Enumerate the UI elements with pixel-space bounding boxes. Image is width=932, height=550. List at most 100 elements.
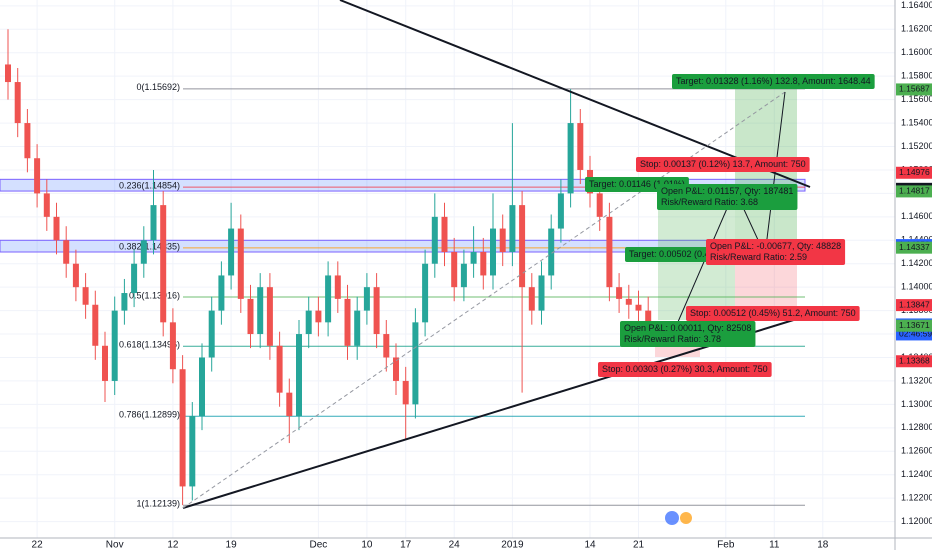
x-tick-label: 12 [167, 540, 179, 550]
icon[interactable] [665, 511, 679, 525]
x-tick-label: Dec [310, 540, 328, 550]
drawings [182, 0, 811, 525]
candles [5, 29, 652, 506]
candle-body [189, 416, 196, 487]
candle-body [470, 252, 477, 264]
candle-body [393, 357, 399, 381]
trend-line [182, 317, 801, 509]
y-tick-label: 1.12000 [901, 516, 932, 526]
annotation-text: Risk/Reward Ratio: 3.78 [624, 334, 721, 344]
x-tick-label: 22 [32, 540, 44, 550]
annotation-box [598, 362, 772, 377]
candle-body [606, 216, 613, 288]
candle-body [305, 310, 312, 335]
price-label: 1.13671 [899, 320, 930, 330]
x-tick-label: 21 [633, 540, 645, 550]
price-label: 1.14976 [899, 167, 930, 177]
candle-body [519, 205, 526, 288]
candle-body [412, 322, 419, 405]
candle-body [169, 322, 176, 370]
annotation-box [706, 239, 846, 265]
candle-body [528, 287, 535, 311]
icon[interactable] [680, 512, 692, 524]
y-tick-label: 1.16400 [901, 0, 932, 10]
price-label-box [896, 166, 932, 179]
candle-body [451, 252, 458, 288]
candle-body [228, 228, 235, 276]
price-label-box [896, 185, 932, 198]
candle-body [344, 298, 351, 346]
annotation-box [625, 247, 730, 262]
annotation-text: Risk/Reward Ratio: 3.68 [661, 197, 758, 207]
fib-label: 0.5(1.13916) [129, 290, 180, 300]
price-label: 1.14337 [899, 242, 930, 252]
price-label-box [896, 83, 932, 96]
x-tick-label: 2019 [501, 540, 524, 550]
candle-body [276, 345, 283, 393]
candle-body [402, 380, 409, 405]
path-line [764, 91, 786, 256]
candle-body [567, 123, 574, 194]
candle-body [557, 193, 564, 229]
x-tick-label: Feb [717, 540, 735, 550]
price-label-box [896, 355, 932, 368]
candle-body [635, 304, 642, 311]
annotation-text: Open P&L: 0.00011, Qty: 82508 [624, 323, 751, 333]
candle-body [315, 310, 322, 323]
candle-body [208, 310, 215, 358]
candle-body [179, 369, 186, 487]
candle-body [296, 334, 302, 417]
y-tick-label: 1.13000 [901, 399, 932, 409]
candle-body [140, 240, 147, 264]
annotation-text: Open P&L: -0.00677, Qty: 48828 [710, 241, 841, 251]
x-tick-label: 24 [449, 540, 461, 550]
candle-body [218, 275, 225, 311]
y-tick-label: 1.14600 [901, 211, 932, 221]
candle-body [480, 252, 487, 276]
y-tick-label: 1.12200 [901, 493, 932, 503]
candle-body [441, 216, 448, 253]
fib-label: 0.236(1.14854) [119, 180, 180, 190]
candle-body [334, 275, 341, 299]
candle-body [160, 205, 167, 323]
candle-body [121, 293, 128, 311]
x-tick-label: 14 [584, 540, 596, 550]
y-tick-label: 1.16200 [901, 24, 932, 34]
candle-body [150, 205, 157, 241]
candle-body [499, 228, 506, 253]
y-tick-label: 1.13200 [901, 375, 932, 385]
y-tick-label: 1.14000 [901, 282, 932, 292]
candle-body [63, 240, 70, 264]
candle-body [509, 205, 516, 253]
annotation-box [686, 306, 860, 321]
candle-body [111, 310, 118, 381]
candle-body [373, 287, 380, 335]
candle-body [247, 298, 254, 335]
annotation-box [636, 157, 810, 172]
fib-label: 0.382(1.14335) [119, 241, 180, 251]
annotations: Target: 0.01328 (1.16%) 132.8, Amount: 1… [585, 74, 875, 377]
candle-body [72, 263, 79, 288]
annotation-text: Target: 0.01146 (1.01%) [589, 179, 685, 189]
candle-body [14, 82, 21, 124]
y-tick-label: 1.15800 [901, 71, 932, 81]
trend-line [339, 0, 811, 188]
candle-body [354, 310, 361, 346]
x-tick-label: 19 [226, 540, 238, 550]
fib-label: 0.786(1.12899) [119, 410, 180, 420]
y-tick-label: 1.14200 [901, 258, 932, 268]
candle-body [24, 123, 31, 159]
x-tick-label: Nov [106, 540, 124, 550]
price-label-box [896, 299, 932, 312]
candle-body [199, 357, 205, 417]
candle-body [92, 304, 99, 346]
annotation-text: Target: 0.01328 (1.16%) 132.8, Amount: 1… [676, 76, 871, 86]
price-label-box [896, 241, 932, 254]
annotation-text: Open P&L: 0.01157, Qty: 187481 [661, 186, 793, 196]
candle-body [102, 345, 108, 381]
candle-body [34, 158, 41, 194]
x-tick-label: 10 [361, 540, 373, 550]
candle-body [82, 287, 89, 305]
candle-body [616, 287, 623, 299]
price-label: 1.13368 [899, 355, 930, 365]
